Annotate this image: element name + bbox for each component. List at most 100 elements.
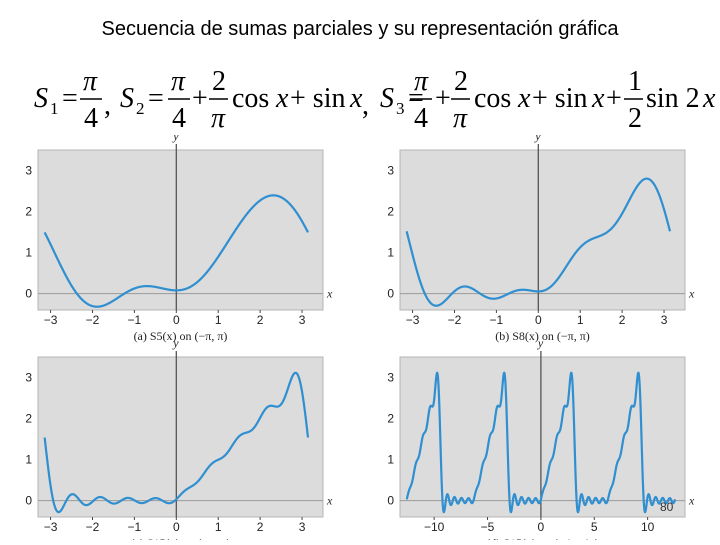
y-axis-label: y	[172, 135, 179, 143]
x-tick-label-3: 0	[173, 313, 180, 327]
y-tick-label-2: 2	[25, 205, 32, 219]
svg-text:S: S	[380, 83, 394, 114]
svg-text:x: x	[349, 83, 363, 114]
formula-s3: S 3 = . π 4 + 2 π cos x + sin x + 1 2 si…	[380, 66, 716, 134]
chart-panel-4: x y −10 −5 0 5 10 0 1 2 3 (d) S15(x) on (−4π, 4π)	[387, 336, 695, 545]
y-tick-label-1: 1	[387, 246, 394, 260]
svg-text:4: 4	[172, 103, 186, 132]
x-tick-label-3: 5	[591, 520, 598, 534]
y-axis-label: y	[534, 135, 541, 143]
svg-text:π: π	[453, 103, 468, 132]
svg-text:+ sin: + sin	[290, 83, 345, 114]
plot-background	[37, 149, 324, 311]
chart-panel-2: x y −3 −2 −1 0 1 2 3 0 1 2 3 (b) S8(x) on (−π, π)	[387, 129, 695, 343]
x-tick-label-6: 3	[299, 520, 306, 534]
svg-text:3: 3	[396, 99, 405, 118]
plots-area: x y −3 −2 −1 0 1 2 3 0 1 2 3 (a) S5(x) on (−π, π) x y −3…	[0, 129, 720, 545]
x-tick-label-1: −2	[86, 520, 100, 534]
svg-text:π: π	[171, 66, 186, 97]
svg-text:+: +	[192, 83, 208, 114]
series-line	[405, 371, 677, 514]
y-tick-label-2: 2	[387, 412, 394, 426]
svg-text:+: +	[606, 83, 622, 114]
chart-panel-1: x y −3 −2 −1 0 1 2 3 0 1 2 3 (a) S5(x) on (−π, π)	[25, 129, 333, 343]
x-tick-label-4: 1	[577, 313, 584, 327]
svg-text:S: S	[120, 83, 134, 114]
y-tick-label-2: 2	[387, 205, 394, 219]
x-tick-label-6: 3	[661, 313, 668, 327]
x-tick-label-1: −2	[86, 313, 100, 327]
y-tick-label-1: 1	[25, 453, 32, 467]
x-tick-label-2: −1	[128, 313, 142, 327]
x-tick-label-4: 1	[215, 313, 222, 327]
x-tick-label-5: 2	[257, 520, 264, 534]
slide-title: Secuencia de sumas parciales y su repres…	[101, 18, 619, 40]
y-tick-label-3: 3	[387, 371, 394, 385]
series-line	[43, 371, 310, 514]
svg-text:cos: cos	[232, 83, 269, 114]
plot-background	[399, 149, 686, 311]
svg-text:cos: cos	[474, 83, 511, 114]
x-tick-label-4: 1	[215, 520, 222, 534]
formula-svg: S 1 = π 4 , S 2 = π 4 + 2 π cos x + sin …	[34, 66, 716, 134]
y-tick-label-3: 3	[25, 164, 32, 178]
x-tick-label-5: 2	[257, 313, 264, 327]
x-tick-label-3: 0	[173, 520, 180, 534]
x-axis-label: x	[326, 287, 333, 301]
x-tick-label-6: 3	[299, 313, 306, 327]
svg-text:1: 1	[50, 99, 59, 118]
chart-caption: (a) S5(x) on (−π, π)	[134, 329, 228, 343]
svg-text:=: =	[62, 83, 78, 114]
partial-sums-formula: S 1 = π 4 , S 2 = π 4 + 2 π cos x + sin …	[0, 62, 720, 134]
y-axis-label: y	[537, 336, 544, 350]
svg-text:=: =	[148, 83, 164, 114]
y-tick-label-0: 0	[387, 494, 394, 508]
svg-text:π: π	[83, 66, 98, 97]
plot-background	[37, 356, 324, 518]
x-tick-label-2: −1	[128, 520, 142, 534]
x-axis-label: x	[688, 287, 695, 301]
y-tick-label-0: 0	[387, 287, 394, 301]
svg-text:x: x	[275, 83, 289, 114]
y-tick-label-1: 1	[387, 453, 394, 467]
x-tick-label-0: −3	[44, 313, 58, 327]
svg-text:2: 2	[136, 99, 145, 118]
svg-text:,: ,	[104, 90, 111, 121]
svg-text:2: 2	[454, 66, 468, 97]
svg-text:+ sin: + sin	[532, 83, 587, 114]
svg-text:2: 2	[212, 66, 226, 97]
y-tick-label-0: 0	[25, 494, 32, 508]
formula-s2: S 2 = π 4 + 2 π cos x + sin x ,	[120, 66, 369, 134]
svg-text:x: x	[517, 83, 531, 114]
chart-caption: (b) S8(x) on (−π, π)	[495, 329, 590, 343]
x-tick-label-1: −2	[448, 313, 462, 327]
chart-caption: (c) S15(x) on (−π, π)	[131, 536, 231, 540]
svg-text:π: π	[414, 66, 429, 97]
y-tick-label-3: 3	[387, 164, 394, 178]
formula-s1: S 1 = π 4 ,	[34, 66, 111, 134]
svg-text:4: 4	[84, 103, 98, 132]
x-axis-label: x	[326, 494, 333, 508]
svg-text:sin 2: sin 2	[646, 83, 700, 114]
y-tick-label-1: 1	[25, 246, 32, 260]
page-number: 80	[660, 500, 674, 514]
x-tick-label-1: −5	[481, 520, 495, 534]
svg-text:S: S	[34, 83, 48, 114]
chart-caption: (d) S15(x) on (−4π, 4π)	[486, 536, 599, 540]
svg-text:,: ,	[362, 90, 369, 121]
x-tick-label-0: −3	[44, 520, 58, 534]
y-tick-label-3: 3	[25, 371, 32, 385]
x-tick-label-5: 2	[619, 313, 626, 327]
svg-text:2: 2	[628, 103, 642, 132]
y-tick-label-2: 2	[25, 412, 32, 426]
x-axis-label: x	[688, 494, 695, 508]
svg-text:π: π	[211, 103, 226, 132]
x-tick-label-0: −3	[406, 313, 420, 327]
x-tick-label-2: 0	[538, 520, 545, 534]
series-line	[43, 194, 309, 308]
svg-text:+: +	[435, 83, 451, 114]
svg-text:1: 1	[628, 66, 642, 97]
x-tick-label-0: −10	[424, 520, 445, 534]
x-tick-label-3: 0	[535, 313, 542, 327]
